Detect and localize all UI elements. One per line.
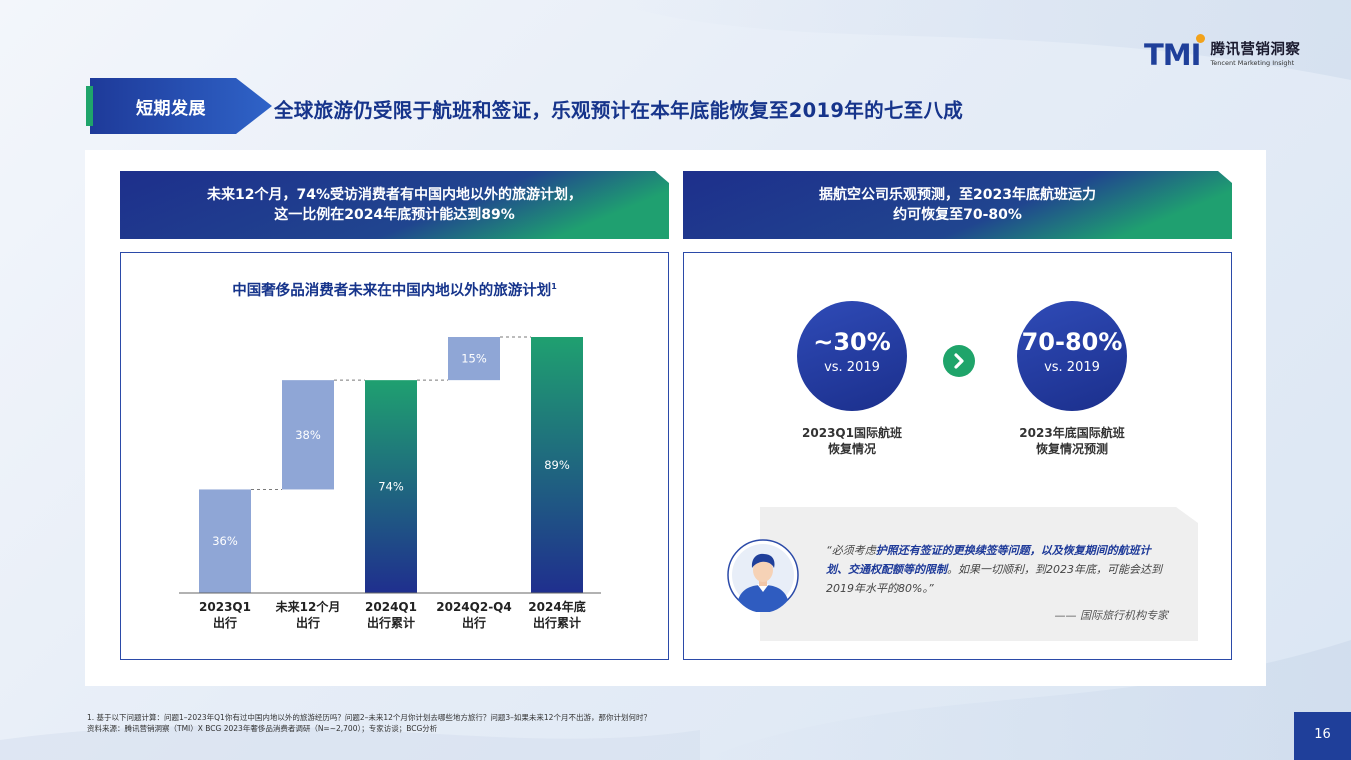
chart-box: 中国奢侈品消费者未来在中国内地以外的旅游计划1 36% 38% 74% 15% 89% … — [120, 252, 669, 660]
section-tag-shape — [86, 78, 272, 134]
quote-highlight: 护照还有签证的更换续签等问题，以及恢复期间的航班计划、交通权配额等的限制 — [826, 544, 1151, 576]
bar-label-2: 74% — [378, 480, 404, 494]
current-recovery-circle: ~30% vs. 2019 — [797, 301, 907, 411]
bar-1 — [282, 380, 334, 490]
left-banner-shape — [120, 171, 669, 239]
page-title: 全球旅游仍受限于航班和签证，乐观预计在本年底能恢复至2019年的七至八成 — [274, 99, 964, 122]
current-recovery-caption: 2023Q1国际航班 恢复情况 — [802, 426, 902, 456]
footnote-line2: 资料来源：腾讯营销洞察（TMI）X BCG 2023年奢侈品消费者调研（N=~2… — [87, 724, 438, 733]
bar-label-3: 15% — [461, 352, 487, 366]
recovery-box: ~30% vs. 2019 70-80% vs. 2019 2023Q1国际航班… — [683, 252, 1232, 660]
footnote-line1: 1. 基于以下问题计算：问题1–2023年Q1你有过中国内地以外的旅游经历吗？问… — [87, 713, 651, 722]
forecast-recovery-caption: 2023年底国际航班 恢复情况预测 — [1019, 426, 1125, 456]
chevron-right-icon — [943, 345, 975, 377]
x-axis-label-4: 2024年底 出行累计 — [528, 600, 586, 630]
bar-4 — [531, 337, 583, 593]
right-banner-line1: 据航空公司乐观预测，至2023年底航班运力 — [819, 187, 1096, 203]
logo-mark: TMI — [1144, 34, 1206, 70]
brand-logo: TMI 腾讯营销洞察 Tencent Marketing Insight — [1144, 34, 1324, 72]
expert-avatar-icon — [727, 539, 799, 612]
bar-3 — [448, 337, 500, 381]
left-banner-line1: 未来12个月，74%受访消费者有中国内地以外的旅游计划， — [207, 187, 582, 203]
quote-author: —— 国际旅行机构专家 — [1054, 609, 1169, 622]
bar-label-0: 36% — [212, 534, 238, 548]
logo-name-cn: 腾讯营销洞察 — [1210, 42, 1301, 58]
forecast-recovery-value: 70-80% — [1021, 328, 1123, 356]
x-axis-label-0: 2023Q1 出行 — [199, 600, 251, 630]
left-banner: 未来12个月，74%受访消费者有中国内地以外的旅游计划， 这一比例在2024年底… — [120, 171, 669, 239]
x-axis-label-3: 2024Q2-Q4 出行 — [436, 600, 512, 630]
logo-dot — [1196, 34, 1206, 43]
waterfall-chart: 36% 38% 74% 15% 89% — [179, 336, 601, 594]
current-recovery-value: ~30% — [813, 328, 891, 356]
right-banner: 据航空公司乐观预测，至2023年底航班运力 约可恢复至70-80% — [683, 171, 1232, 239]
bar-label-1: 38% — [295, 428, 321, 442]
expert-quote-text: “必须考虑护照还有签证的更换续签等问题，以及恢复期间的航班计划、交通权配额等的限… — [826, 544, 1162, 595]
expert-quote-box: “必须考虑护照还有签证的更换续签等问题，以及恢复期间的航班计划、交通权配额等的限… — [760, 507, 1198, 641]
forecast-recovery-sub: vs. 2019 — [1044, 360, 1100, 375]
section-tag: 短期发展 — [86, 78, 272, 134]
x-axis-label-1: 未来12个月 出行 — [275, 600, 341, 630]
left-banner-line2: 这一比例在2024年底预计能达到89% — [274, 207, 515, 223]
left-banner-text: 未来12个月，74%受访消费者有中国内地以外的旅游计划， 这一比例在2024年底… — [120, 171, 669, 239]
x-axis-label-2: 2024Q1 出行累计 — [365, 600, 417, 630]
bar-0 — [199, 489, 251, 593]
section-tag-label: 短期发展 — [136, 99, 206, 119]
bar-label-4: 89% — [544, 458, 570, 472]
logo-text: 腾讯营销洞察 Tencent Marketing Insight — [1210, 42, 1300, 68]
footnotes: 1. 基于以下问题计算：问题1–2023年Q1你有过中国内地以外的旅游经历吗？问… — [87, 712, 651, 734]
right-banner-text: 据航空公司乐观预测，至2023年底航班运力 约可恢复至70-80% — [683, 171, 1232, 239]
forecast-recovery-circle: 70-80% vs. 2019 — [1017, 301, 1127, 411]
logo-name-en: Tencent Marketing Insight — [1210, 59, 1295, 67]
chart-title: 中国奢侈品消费者未来在中国内地以外的旅游计划1 — [232, 282, 557, 299]
chart-title-footnote: 1 — [551, 282, 557, 292]
right-banner-line2: 约可恢复至70-80% — [893, 207, 1022, 223]
bar-2 — [365, 380, 417, 593]
page-number: 16 — [1294, 712, 1351, 760]
quote-corner-cut — [1176, 507, 1198, 523]
current-recovery-sub: vs. 2019 — [824, 360, 880, 375]
right-banner-shape — [683, 171, 1232, 239]
